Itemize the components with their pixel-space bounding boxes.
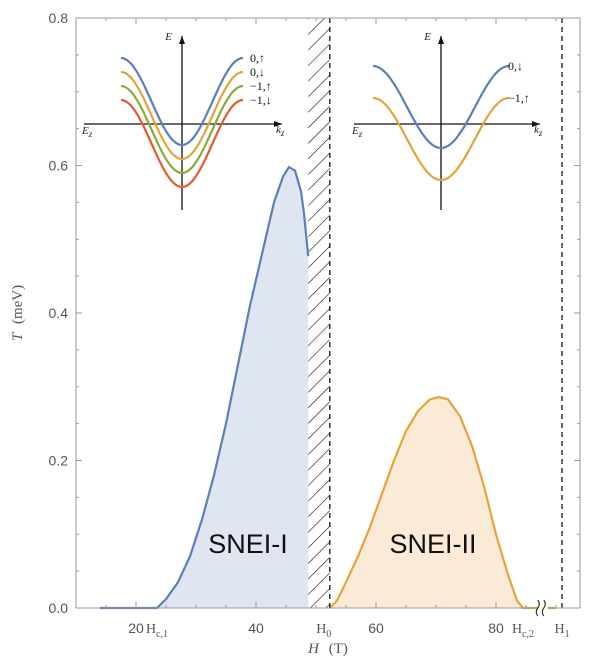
special-tick-main: H [554, 622, 564, 637]
axis-break-left [535, 599, 540, 617]
y-tick-label: 0.0 [49, 600, 69, 616]
arrow-right-icon [274, 121, 282, 127]
inset-ez-label: Ez [81, 125, 93, 139]
y-axis-title: T (meV) [10, 285, 26, 341]
special-tick-main: H [316, 622, 326, 637]
inset-band-curve [120, 84, 244, 175]
y-axis-symbol: T [10, 331, 26, 341]
inset-ez-label: Ez [351, 125, 363, 139]
special-x-tick-label: H0 [316, 622, 331, 640]
special-tick-sub: 0 [326, 629, 331, 640]
special-x-tick-label: H1 [554, 622, 569, 640]
inset-ez-sub: z [358, 129, 363, 139]
x-tick-label: 80 [488, 620, 504, 636]
inset-kz-main: k [276, 124, 282, 136]
special-tick-sub: c,1 [156, 629, 168, 640]
series-line-2 [329, 396, 556, 610]
excluded-hatched-region [308, 18, 330, 608]
special-tick-sub: 1 [565, 629, 570, 640]
inset-band-label: 0,↓ [508, 59, 523, 73]
arrow-up-icon [179, 36, 185, 44]
x-axis-unit: (T) [329, 641, 348, 657]
inset-ez-main: E [81, 125, 89, 137]
x-tick-label: 40 [248, 620, 264, 636]
series-fill-2 [329, 397, 556, 608]
special-x-tick-label: Hc,1 [146, 622, 168, 640]
inset-band-curve [120, 98, 244, 189]
series-line-1 [100, 165, 310, 610]
inset-band-curve [372, 96, 510, 182]
special-tick-main: H [146, 622, 156, 637]
inset-band-label: −1,↓ [250, 93, 272, 107]
inset-energy-label: E [164, 31, 172, 43]
axis-break-mask [537, 599, 548, 613]
x-tick-label: 60 [368, 620, 384, 636]
inset-band-curve [372, 64, 510, 150]
inset-kz-label: kz [534, 124, 543, 138]
y-tick-label: 0.2 [49, 453, 69, 469]
inset-ez-main: E [351, 125, 359, 137]
y-tick-label: 0.6 [49, 158, 69, 174]
inset-ez-sub: z [88, 129, 93, 139]
inset-band-curve [120, 70, 244, 161]
x-axis-symbol: H [307, 641, 320, 657]
special-tick-main: H [512, 622, 522, 637]
y-axis-unit: (meV) [10, 285, 26, 324]
special-tick-sub: c,2 [522, 629, 534, 640]
inset-energy-label: E [423, 31, 431, 43]
axis-break-mark [535, 599, 548, 617]
inset-band-label: 0,↓ [250, 65, 265, 79]
arrow-up-icon [438, 36, 444, 44]
axis-break-right [541, 599, 546, 617]
inset-kz-label: kz [276, 124, 285, 138]
x-axis-title: H (T) [307, 641, 348, 657]
arrow-right-icon [532, 121, 540, 127]
series-fill-1 [100, 167, 309, 608]
special-x-tick-label: Hc,2 [512, 622, 534, 640]
y-tick-label: 0.8 [49, 10, 69, 26]
inset-band-label: −1,↑ [508, 91, 530, 105]
y-tick-label: 0.4 [49, 305, 69, 321]
inset-kz-main: k [534, 124, 540, 136]
inset-band-curve [120, 56, 244, 147]
inset-band-label: −1,↑ [250, 79, 272, 93]
region-label-snei-i: SNEI-I [208, 529, 288, 559]
inset-kz-sub: z [538, 128, 543, 138]
x-tick-label: 20 [128, 620, 144, 636]
region-label-snei-ii: SNEI-II [389, 529, 476, 559]
inset-kz-sub: z [280, 128, 285, 138]
inset-band-label: 0,↑ [250, 51, 265, 65]
